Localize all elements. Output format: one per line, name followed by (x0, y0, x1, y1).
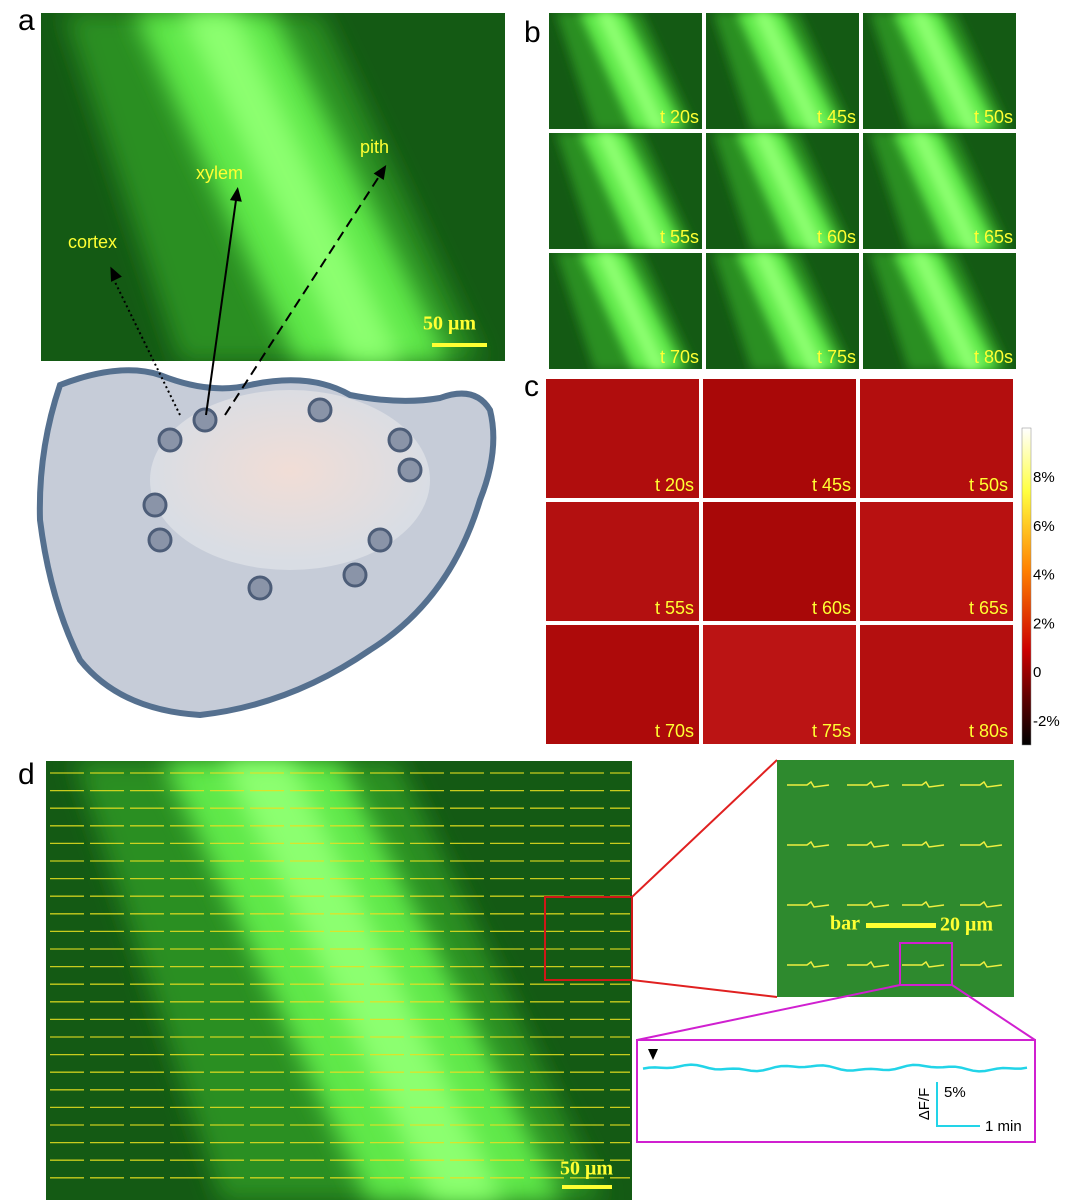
vascular-bundle (194, 409, 216, 431)
colorbar-label: 0 (1033, 664, 1041, 681)
colorbar-label: 6% (1033, 518, 1055, 535)
frame-label: t 65s (974, 227, 1013, 247)
colorbar-label: 2% (1033, 615, 1055, 632)
zoom-line (632, 760, 777, 897)
scale-bar-label: 50 μm (560, 1158, 613, 1180)
frame-label: t 75s (817, 347, 856, 367)
panel-label: d (18, 758, 35, 791)
frame-label: t 75s (812, 721, 851, 741)
frame-label: t 80s (969, 721, 1008, 741)
panel-label: a (18, 4, 35, 37)
inset-scale-label: 20 μm (940, 914, 993, 936)
frame-label: t 70s (660, 347, 699, 367)
panel-label: b (524, 16, 541, 49)
frame-label: t 55s (660, 227, 699, 247)
vascular-bundle (389, 429, 411, 451)
inset-scale-bar (866, 923, 936, 928)
trace-yscale: 5% (944, 1084, 966, 1101)
frame-label: t 65s (969, 598, 1008, 618)
vascular-bundle (309, 399, 331, 421)
frame-label: t 55s (655, 598, 694, 618)
frame-label: t 20s (655, 475, 694, 495)
trace-xscale: 1 min (985, 1118, 1022, 1135)
fluorescence-image (40, 12, 506, 362)
vascular-bundle (149, 529, 171, 551)
colorbar (1022, 428, 1031, 745)
figure: a b c d cortex xylem pith 50 μm t 20s t 20s t 45s t… (0, 0, 1077, 1201)
frame-label: t 60s (812, 598, 851, 618)
scale-bar (432, 343, 487, 347)
inset-bar-label: bar (830, 913, 860, 935)
colorbar-label: 4% (1033, 567, 1055, 584)
tissue-label: xylem (196, 163, 243, 183)
colorbar-label: 8% (1033, 469, 1055, 486)
scale-bar-label: 50 μm (423, 313, 476, 335)
trace-ylabel: ΔF/F (916, 1088, 933, 1121)
vascular-bundle (249, 577, 271, 599)
scale-bar (562, 1185, 612, 1189)
frame-label: t 45s (812, 475, 851, 495)
zoom-line (632, 980, 777, 997)
vascular-bundle (369, 529, 391, 551)
colorbar-label: -2% (1033, 713, 1060, 730)
frame-label: t 60s (817, 227, 856, 247)
frame-label: t 80s (974, 347, 1013, 367)
inset-image (777, 760, 1014, 997)
page: {"panel_labels": ["a", "b", "c", "d"], "… (0, 0, 1077, 1201)
zoom-line (637, 985, 900, 1040)
vascular-bundle (144, 494, 166, 516)
frame-label: t 50s (974, 107, 1013, 127)
frame-label: t 70s (655, 721, 694, 741)
vascular-bundle (399, 459, 421, 481)
tissue-label: cortex (68, 232, 117, 252)
frame-label: t 50s (969, 475, 1008, 495)
frame-label: t 20s (660, 107, 699, 127)
vascular-bundle (344, 564, 366, 586)
vascular-bundle (159, 429, 181, 451)
panel-label: c (524, 370, 539, 403)
tissue-label: pith (360, 137, 389, 157)
frame-label: t 45s (817, 107, 856, 127)
